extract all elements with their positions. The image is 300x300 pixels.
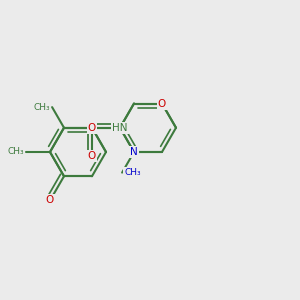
Text: O: O [88,123,96,133]
Text: CH₃: CH₃ [34,103,50,112]
Text: CH₃: CH₃ [124,168,141,177]
Text: N: N [130,147,138,157]
Text: O: O [158,98,166,109]
Text: HN: HN [112,123,128,133]
Text: O: O [46,196,54,206]
Text: O: O [88,151,96,161]
Text: O: O [88,123,96,133]
Text: CH₃: CH₃ [8,148,24,157]
